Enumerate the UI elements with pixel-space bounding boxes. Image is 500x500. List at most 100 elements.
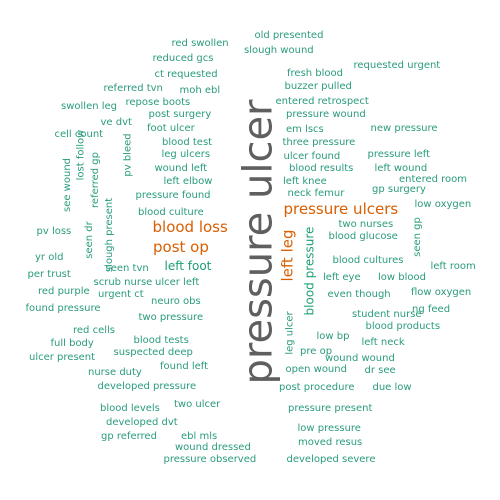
word-blood-levels: blood levels [100, 403, 160, 414]
word-full-body: full body [50, 338, 94, 349]
word-per-trust: per trust [27, 269, 71, 280]
word-scrub-nurse: scrub nurse [93, 277, 153, 288]
word-left-knee: left knee [283, 176, 327, 187]
word-pressure-ulcer: pressure ulcer [235, 99, 281, 385]
word-blood-culture: blood culture [138, 207, 204, 218]
word-blood-loss: blood loss [152, 217, 228, 236]
word-left-neck: left neck [361, 337, 405, 348]
word-left-room: left room [430, 261, 476, 272]
word-two-nurses: two nurses [338, 219, 394, 230]
word-reduced-gcs: reduced gcs [152, 53, 214, 64]
word-pressure-wound: pressure wound [286, 109, 366, 120]
word-flow-oxygen: flow oxygen [411, 287, 472, 298]
word-swollen-leg: swollen leg [61, 101, 118, 112]
word-red-purple: red purple [38, 286, 90, 297]
word-student-nurse: student nurse [352, 309, 422, 320]
word-blood-tests: blood tests [133, 335, 189, 346]
word-pv-loss: pv loss [36, 226, 72, 237]
word-wound-dressed: wound dressed [175, 442, 251, 453]
word-referred-tvn: referred tvn [103, 83, 163, 94]
word-gp-surgery: gp surgery [372, 184, 426, 195]
word-ct-requested: ct requested [154, 69, 218, 80]
word-buzzer-pulled: buzzer pulled [284, 81, 352, 92]
word-seen-dr: seen dr [83, 221, 95, 259]
word-developed-pressure: developed pressure [97, 381, 197, 392]
word-post-op: post op [153, 237, 209, 256]
word-left-wound: left wound [374, 163, 428, 174]
word-moved-resus: moved resus [298, 437, 363, 448]
word-entered-room: entered room [399, 174, 468, 185]
word-see-wound: see wound [62, 157, 74, 213]
word-open-wound: open wound [285, 364, 347, 375]
word-ulcer-present: ulcer present [29, 352, 96, 363]
word-two-pressure: two pressure [138, 312, 204, 323]
word-ng-feed: ng feed [412, 304, 451, 315]
word-found-left: found left [160, 361, 209, 372]
word-left-eye: left eye [323, 272, 361, 283]
word-wound-left: wound left [154, 163, 208, 174]
word-blood-results: blood results [289, 163, 354, 174]
word-ebl-mls: ebl mls [181, 431, 218, 442]
word-referred-gp: referred gp [89, 152, 101, 208]
word-foot-ulcer: foot ulcer [147, 123, 195, 134]
word-ve-dvt: ve dvt [100, 117, 132, 128]
word-low-oxygen: low oxygen [414, 199, 472, 210]
word-pressure-ulcers: pressure ulcers [283, 199, 399, 218]
word-dr-see: dr see [364, 365, 396, 376]
word-pressure-found: pressure found [135, 190, 211, 201]
word-pressure-present: pressure present [288, 403, 373, 414]
word-urgent-ct: urgent ct [98, 289, 144, 300]
word-post-procedure: post procedure [279, 382, 355, 393]
word-leg-ulcers: leg ulcers [161, 149, 211, 160]
word-leg-ulcer: leg ulcer [284, 311, 296, 355]
word-low-pressure: low pressure [297, 423, 361, 434]
word-em-lscs: em lscs [286, 124, 324, 135]
word-repose-boots: repose boots [125, 97, 191, 108]
word-three-pressure: three pressure [282, 137, 356, 148]
word-left-elbow: left elbow [163, 176, 213, 187]
word-neck-femur: neck femur [287, 188, 345, 199]
word-moh-ebl: moh ebl [179, 85, 221, 96]
word-two-ulcer: two ulcer [174, 399, 221, 410]
word-gp-referred: gp referred [101, 431, 157, 442]
word-pressure-observed: pressure observed [163, 454, 257, 465]
word-pre-op: pre op [300, 346, 333, 357]
word-blood-glucose: blood glucose [328, 231, 398, 242]
word-slough-wound: slough wound [244, 45, 314, 56]
word-found-pressure: found pressure [25, 303, 101, 314]
word-fresh-blood: fresh blood [287, 68, 344, 79]
word-requested-urgent: requested urgent [353, 60, 441, 71]
word-ulcer-found: ulcer found [283, 151, 341, 162]
word-low-blood: low blood [378, 272, 426, 283]
word-due-low: due low [372, 382, 412, 393]
word-cell-count: cell count [54, 129, 104, 140]
word-ulcer-left: ulcer left [155, 277, 200, 288]
word-left-foot: left foot [164, 259, 212, 273]
word-blood-products: blood products [365, 321, 441, 332]
word-wound-wound: wound wound [325, 353, 395, 364]
word-old-presented: old presented [254, 30, 324, 41]
word-nurse-duty: nurse duty [88, 367, 142, 378]
word-neuro-obs: neuro obs [151, 296, 201, 307]
word-new-pressure: new pressure [370, 123, 438, 134]
word-lost-follow: lost follow [74, 129, 86, 181]
word-seen-tvn: seen tvn [105, 263, 149, 274]
word-blood-pressure: blood pressure [301, 226, 316, 316]
word-low-bp: low bp [316, 331, 350, 342]
word-blood-cultures: blood cultures [332, 255, 404, 266]
word-pressure-left: pressure left [367, 149, 431, 160]
word-seen-gp: seen gp [411, 217, 423, 257]
word-developed-dvt: developed dvt [106, 417, 178, 428]
word-post-surgery: post surgery [148, 109, 212, 120]
word-red-swollen: red swollen [171, 38, 229, 49]
word-entered-retrospect: entered retrospect [275, 96, 369, 107]
word-developed-severe: developed severe [286, 454, 376, 465]
word-blood-test: blood test [162, 137, 213, 148]
word-slough-present: slough present [104, 197, 116, 273]
word-even-though: even though [327, 289, 391, 300]
word-suspected-deep: suspected deep [113, 347, 193, 358]
word-pv-bleed: pv bleed [122, 133, 134, 177]
word-red-cells: red cells [73, 325, 115, 336]
word-yr-old: yr old [35, 252, 64, 263]
